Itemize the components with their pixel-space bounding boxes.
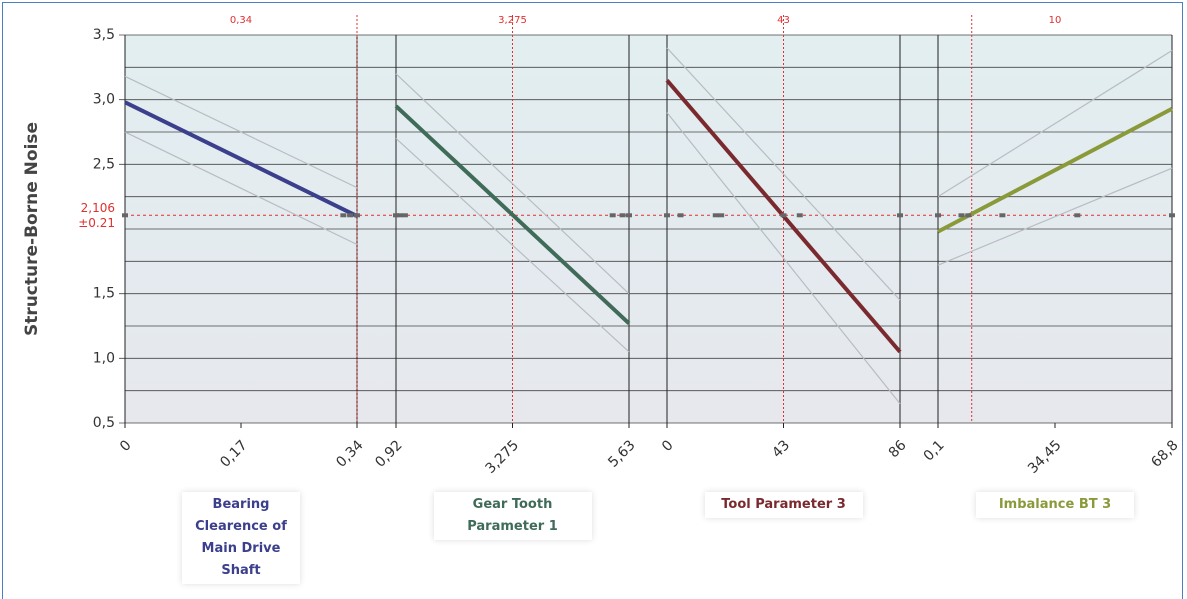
y-axis-label: Structure-Borne Noise: [22, 122, 42, 336]
x-tick-label: 86: [886, 437, 910, 461]
data-point: [677, 213, 684, 218]
data-point: [1074, 213, 1081, 218]
data-point: [122, 213, 128, 218]
x-tick-label: 5,63: [605, 437, 638, 470]
data-point: [1169, 213, 1175, 218]
y-tick-label: 0,5: [93, 415, 115, 431]
data-point: [626, 213, 632, 218]
factor-label: Bearing Clearence of Main Drive Shaft: [182, 492, 300, 584]
factor-label: Tool Parameter 3: [704, 492, 863, 518]
confidence-band: [937, 50, 1173, 198]
confidence-band: [937, 167, 1173, 266]
factor-label: Gear Tooth Parameter 1: [433, 492, 592, 540]
x-tick-label: 34,45: [1025, 437, 1065, 477]
y-tick-label: 3,0: [93, 92, 115, 108]
current-x-label: 3,275: [498, 15, 527, 26]
x-tick-label: 0,92: [372, 437, 405, 470]
data-point: [619, 213, 626, 218]
data-point: [401, 213, 408, 218]
data-point: [664, 213, 670, 218]
current-y-label: 2,106: [81, 201, 115, 215]
x-tick-label: 43: [769, 437, 793, 461]
x-tick-label: 0,34: [333, 437, 366, 470]
x-tick-label: 68,8: [1148, 437, 1181, 470]
x-tick-label: 3,275: [482, 437, 522, 477]
x-tick-label: 0: [117, 437, 135, 455]
y-tick-label: 2,5: [93, 156, 115, 172]
confidence-band: [395, 138, 630, 353]
data-point: [347, 213, 354, 218]
data-point: [718, 213, 725, 218]
data-point: [935, 213, 941, 218]
data-point: [609, 213, 616, 218]
y-tick-label: 1,5: [93, 286, 115, 302]
current-x-label: 10: [1049, 15, 1062, 26]
prediction-line: [394, 104, 631, 325]
data-point: [897, 213, 903, 218]
ci-label: ±0.21: [78, 216, 115, 230]
data-point: [393, 213, 399, 218]
confidence-band: [395, 73, 630, 295]
x-tick-label: 0,17: [217, 437, 250, 470]
confidence-band: [124, 131, 358, 246]
current-x-label: 0,34: [230, 15, 252, 26]
prediction-line: [937, 106, 1173, 234]
data-point: [796, 213, 803, 218]
prediction-line: [124, 100, 358, 218]
confidence-band: [666, 112, 901, 404]
data-point: [999, 213, 1006, 218]
data-point: [780, 213, 787, 218]
x-tick-label: 0: [659, 437, 677, 455]
data-point: [354, 213, 360, 218]
x-tick-label: 0,1: [921, 437, 948, 464]
y-tick-label: 3,5: [93, 27, 115, 43]
current-x-label: 43: [777, 15, 790, 26]
data-point: [340, 213, 347, 218]
confidence-band: [124, 75, 358, 189]
data-point: [965, 213, 972, 218]
data-point: [712, 213, 719, 218]
data-point: [958, 213, 965, 218]
y-tick-label: 1,0: [93, 350, 115, 366]
confidence-band: [666, 47, 901, 301]
factor-label: Imbalance BT 3: [976, 492, 1134, 518]
data-point: [396, 213, 403, 218]
